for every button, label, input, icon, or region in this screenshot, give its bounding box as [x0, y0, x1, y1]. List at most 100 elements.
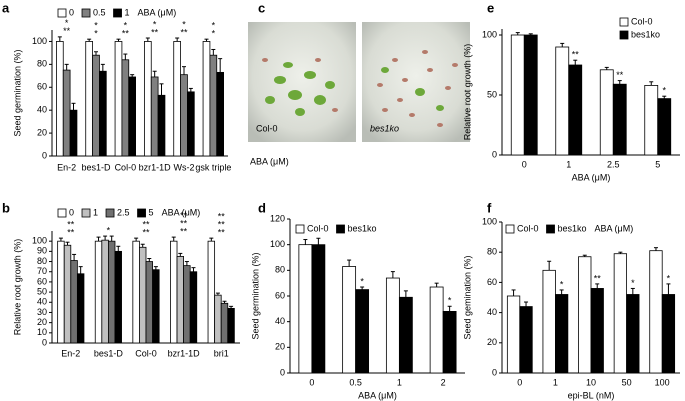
bar [114, 41, 123, 157]
y-tick-label: 70 [37, 266, 47, 276]
y-tick-label: 80 [37, 256, 47, 266]
significance: * [94, 29, 98, 39]
legend-swatch [113, 8, 122, 18]
significance: * [560, 279, 564, 289]
legend-label: Col-0 [631, 16, 653, 26]
legend-title: ABA (μM) [162, 207, 201, 217]
y-tick-label: 30 [37, 307, 47, 317]
bar [145, 261, 153, 344]
bar [180, 74, 188, 157]
x-tick-label: 10 [586, 377, 596, 387]
legend-swatch [619, 17, 629, 27]
bar [157, 94, 166, 157]
bar [355, 289, 370, 374]
bar [519, 306, 533, 374]
y-tick-label: 0 [280, 367, 285, 377]
photo-caption: ABA (μM) [250, 156, 289, 166]
panel-label: f [487, 200, 492, 215]
bar [63, 244, 72, 344]
legend-label: 5 [149, 207, 154, 217]
significance: * [65, 18, 69, 28]
significance: ** [218, 212, 226, 222]
bar [99, 70, 107, 157]
legend-label: 2.5 [117, 207, 130, 217]
bar [94, 240, 103, 344]
bar [227, 307, 235, 344]
x-tick-label: 1 [553, 377, 558, 387]
significance: * [107, 225, 111, 235]
y-tick-label: 100 [32, 236, 47, 246]
legend-label: 0 [69, 7, 74, 17]
bar [187, 91, 195, 157]
significance: * [212, 29, 216, 39]
bar [76, 273, 85, 344]
y-tick-label: 20 [37, 317, 47, 327]
x-tick-label: bzr1-1D [139, 162, 172, 172]
x-tick-label: Ws-2 [174, 162, 195, 172]
significance: * [662, 86, 666, 96]
y-tick-label: 40 [37, 105, 47, 115]
bar [207, 240, 216, 344]
significance: * [212, 21, 216, 31]
significance: * [631, 278, 635, 288]
bar [69, 109, 78, 157]
bar [429, 286, 444, 374]
bar [176, 256, 185, 344]
x-tick-label: 0 [517, 377, 522, 387]
significance: * [124, 21, 128, 31]
bar [578, 256, 592, 374]
x-tick-label: 5 [655, 159, 660, 169]
y-tick-label: 60 [275, 290, 285, 300]
bar [510, 34, 525, 156]
x-tick-label: Col-0 [115, 162, 137, 172]
legend-swatch [81, 8, 91, 18]
legend-label: bes1ko [558, 223, 587, 233]
y-tick-label: 50 [487, 89, 497, 99]
x-axis-label: ABA (μM) [358, 390, 397, 400]
bar [56, 41, 64, 157]
significance: * [667, 273, 671, 283]
y-tick-label: 80 [487, 247, 497, 257]
bar [128, 76, 136, 157]
bar [506, 295, 521, 374]
seeds [262, 50, 458, 127]
panel-label: a [2, 0, 10, 15]
bar [62, 69, 71, 157]
y-axis-label: Seed germination (%) [12, 49, 22, 136]
legend-title: ABA (μM) [138, 7, 177, 17]
bar [216, 71, 224, 157]
x-axis-label: epi-BL (nM) [568, 390, 615, 400]
x-tick-label: 0.5 [349, 377, 362, 387]
significance: ** [572, 50, 580, 60]
bar [209, 54, 218, 157]
legend-swatch [295, 224, 305, 234]
bar [342, 266, 357, 374]
y-tick-label: 100 [482, 29, 497, 39]
significance: * [94, 21, 98, 31]
bar [152, 269, 160, 344]
bar [173, 41, 181, 157]
y-tick-label: 80 [37, 59, 47, 69]
y-tick-label: 100 [270, 239, 285, 249]
bar [523, 34, 538, 156]
bar [555, 46, 570, 156]
bar [311, 244, 326, 374]
bar [568, 64, 583, 156]
photo [362, 22, 470, 142]
x-tick-label: bes1-D [81, 162, 111, 172]
bar [590, 288, 604, 374]
x-tick-label: 50 [622, 377, 632, 387]
bar [57, 240, 65, 344]
bar [626, 294, 640, 374]
legend-label: 0.5 [93, 7, 106, 17]
legend-label: 1 [125, 7, 130, 17]
x-tick-label: 2 [441, 377, 446, 387]
photo [248, 22, 356, 142]
bar [398, 296, 413, 374]
bar [183, 265, 191, 344]
y-tick-label: 40 [487, 307, 497, 317]
significance: ** [180, 27, 188, 37]
y-tick-label: 60 [37, 276, 47, 286]
y-tick-label: 0 [492, 149, 497, 159]
significance: ** [67, 228, 75, 238]
